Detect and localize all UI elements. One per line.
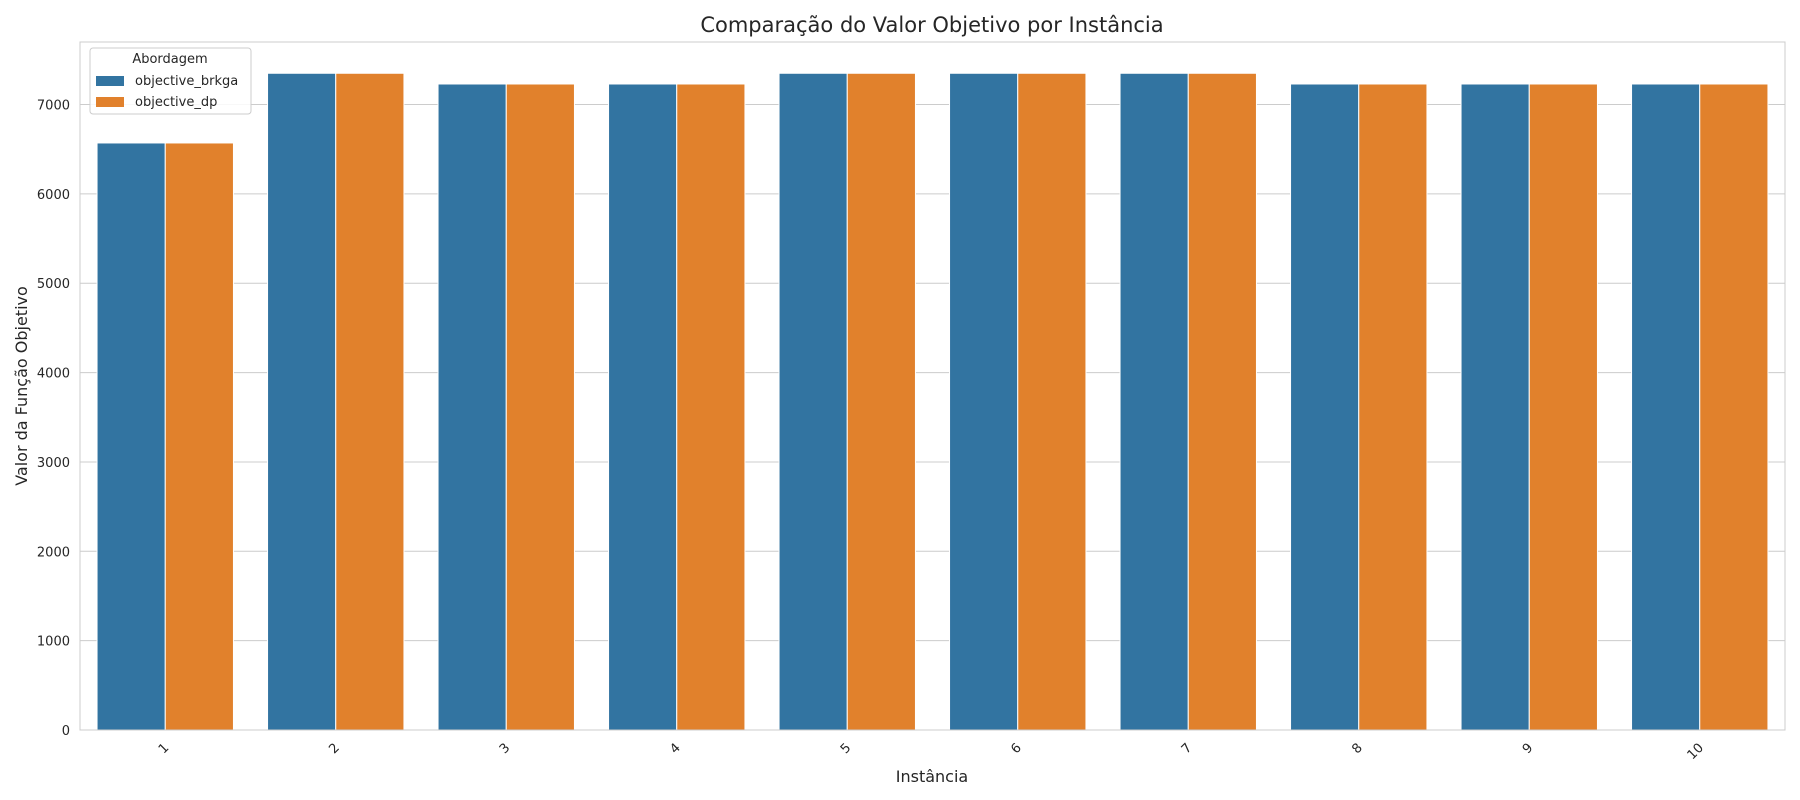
bars: [96, 72, 1769, 731]
bar-objective-dp-6: [1017, 72, 1087, 731]
x-axis-label: Instância: [896, 767, 968, 786]
bar-objective-dp-7: [1187, 72, 1257, 731]
x-axis-ticks: 1 2 3 4 5 6 7 8 9 10: [156, 741, 1707, 763]
x-tick-label: 9: [1520, 741, 1536, 757]
y-tick-label: 5000: [37, 277, 70, 292]
y-axis-label: Valor da Função Objetivo: [12, 286, 31, 486]
bar-objective-brkga-5: [778, 72, 848, 731]
y-axis-ticks: 0 1000 2000 3000 4000 5000 6000 7000: [37, 99, 70, 739]
bar-objective-brkga-1: [96, 142, 166, 731]
bar-objective-brkga-6: [949, 72, 1019, 731]
bar-objective-brkga-8: [1290, 83, 1360, 731]
y-tick-label: 2000: [37, 545, 70, 560]
legend-swatch-objective-brkga: [96, 76, 124, 86]
bar-objective-dp-5: [846, 72, 916, 731]
bar-objective-brkga-3: [437, 83, 507, 731]
x-tick-label: 5: [838, 741, 854, 757]
legend-label-objective-brkga: objective_brkga: [135, 74, 238, 89]
legend-label-objective-dp: objective_dp: [135, 95, 217, 110]
legend-swatch-objective-dp: [96, 97, 124, 107]
x-tick-label: 7: [1179, 741, 1195, 757]
x-tick-label: 3: [497, 741, 513, 757]
bar-objective-brkga-7: [1119, 72, 1189, 731]
bar-objective-brkga-10: [1631, 83, 1701, 731]
x-tick-label: 10: [1685, 741, 1707, 763]
y-tick-label: 0: [62, 724, 70, 739]
x-tick-label: 8: [1349, 741, 1365, 757]
bar-objective-brkga-4: [608, 83, 678, 731]
y-tick-label: 7000: [37, 99, 70, 114]
bar-objective-dp-3: [505, 83, 575, 731]
x-tick-label: 6: [1008, 741, 1024, 757]
legend: Abordagem objective_brkga objective_dp: [89, 47, 252, 115]
bar-objective-dp-9: [1528, 83, 1598, 731]
legend-box: [89, 47, 252, 115]
y-tick-label: 1000: [37, 635, 70, 650]
bar-objective-dp-1: [164, 142, 234, 731]
y-tick-label: 3000: [37, 456, 70, 471]
x-tick-label: 2: [326, 741, 342, 757]
bar-objective-dp-10: [1699, 83, 1769, 731]
bar-objective-dp-4: [676, 83, 746, 731]
bar-objective-dp-2: [335, 72, 405, 731]
bar-objective-dp-8: [1358, 83, 1428, 731]
x-tick-label: 1: [156, 741, 172, 757]
x-tick-label: 4: [667, 741, 683, 757]
chart-title: Comparação do Valor Objetivo por Instânc…: [700, 13, 1163, 37]
bar-objective-brkga-2: [267, 72, 337, 731]
y-tick-label: 4000: [37, 367, 70, 382]
bar-objective-brkga-9: [1460, 83, 1530, 731]
legend-title: Abordagem: [132, 52, 207, 67]
y-tick-label: 6000: [37, 188, 70, 203]
plot-frame: [79, 41, 1786, 731]
